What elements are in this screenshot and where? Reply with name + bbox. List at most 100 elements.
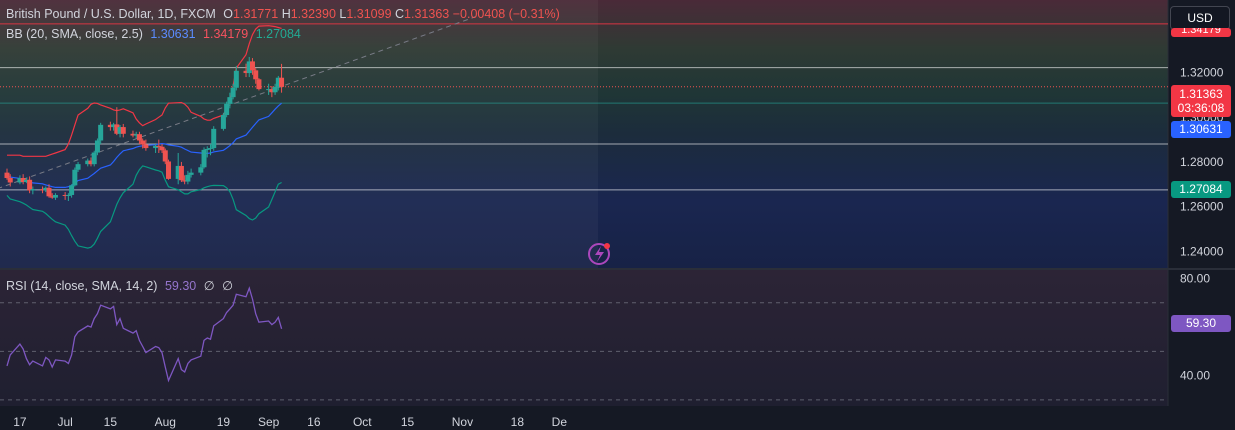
candle[interactable] [185,170,191,185]
candle[interactable] [94,138,100,156]
candle[interactable] [269,85,275,98]
candle-body [272,86,278,93]
candle[interactable] [46,184,52,198]
candle[interactable] [136,131,142,145]
bb-label[interactable]: BB (20, SMA, close, 2.5) [6,27,143,41]
candle[interactable] [249,58,255,75]
candle-body [111,124,117,128]
candle[interactable] [204,146,210,158]
candle[interactable] [256,78,262,91]
candle[interactable] [52,193,58,200]
candle[interactable] [65,193,71,201]
candle[interactable] [156,139,162,153]
candle[interactable] [75,161,81,172]
close-label: C [395,7,405,21]
lightning-alert-icon[interactable] [588,243,610,265]
candle[interactable] [272,83,278,95]
candle[interactable] [198,164,204,176]
trend-line[interactable] [0,16,476,189]
candle[interactable] [182,175,188,185]
candle[interactable] [153,144,159,153]
candle[interactable] [120,123,126,138]
candle[interactable] [162,148,168,165]
candle[interactable] [72,167,78,187]
candle[interactable] [275,75,281,91]
candle-body [98,124,104,141]
candle[interactable] [30,186,36,195]
candle[interactable] [88,157,94,167]
candle[interactable] [253,68,259,84]
candle-body [120,127,126,134]
symbol-title[interactable]: British Pound / U.S. Dollar, 1D, FXCM [6,7,216,21]
candle[interactable] [49,193,55,199]
candle[interactable] [40,186,46,194]
candle[interactable] [220,112,226,131]
rsi-line [6,286,283,383]
price-axis-tick-label: 1.26000 [1180,200,1224,214]
candle[interactable] [201,147,207,169]
candle[interactable] [27,176,33,194]
time-axis-tick-label: 19 [217,415,231,429]
candle[interactable] [85,158,91,167]
bb-upper-value: 1.34179 [203,27,249,41]
candle[interactable] [43,186,49,193]
candle[interactable] [69,184,75,198]
bb-basis-tag: 1.30631 [1171,121,1231,138]
candle[interactable] [107,121,113,131]
candle[interactable] [130,130,136,138]
candle[interactable] [7,174,13,187]
candle-body [246,61,252,74]
candle-body [23,179,29,183]
low-value: 1.31099 [346,7,392,21]
currency-button[interactable]: USD [1170,6,1230,30]
candle[interactable] [159,144,165,153]
bb-basis-value: 1.30631 [150,27,196,41]
candle[interactable] [20,174,26,185]
candle-body [256,79,262,90]
candle[interactable] [111,122,117,131]
candle[interactable] [4,168,10,180]
rsi-axis-tick-label: 80.00 [1180,272,1210,286]
candle[interactable] [140,138,146,149]
candle-body [75,164,81,170]
candle[interactable] [224,101,230,118]
candle[interactable] [279,63,285,93]
candle[interactable] [133,131,139,139]
candle[interactable] [266,83,272,95]
candle[interactable] [178,161,184,183]
candle-body [185,174,191,182]
candle[interactable] [98,122,104,145]
candle[interactable] [207,144,213,156]
time-axis-tick-label: 16 [307,415,321,429]
candle[interactable] [143,139,149,151]
candle[interactable] [114,107,120,136]
candle[interactable] [233,65,239,91]
time-axis-tick-label: 17 [13,415,27,429]
candle[interactable] [246,56,252,78]
candle-body [140,140,146,145]
candle[interactable] [175,152,181,185]
rsi-pane-background [0,270,1168,406]
candle-body [182,180,188,182]
candle[interactable] [117,125,123,138]
candle-body [49,196,55,198]
candle[interactable] [211,126,217,151]
candle[interactable] [23,177,29,184]
candle[interactable] [230,83,236,100]
candle-body [72,169,78,186]
candle[interactable] [62,192,68,200]
candle[interactable] [17,175,23,185]
rsi-value: 59.30 [164,279,197,293]
high-value: 1.32390 [290,7,336,21]
candle[interactable] [227,92,233,109]
rsi-label[interactable]: RSI (14, close, SMA, 14, 2) [6,279,158,293]
candle-body [52,194,58,198]
candle[interactable] [91,150,97,167]
candle[interactable] [166,159,171,180]
candle[interactable] [188,168,194,178]
last-price-value: 1.31363 [1179,87,1223,101]
candle[interactable] [243,63,249,78]
candle-body [201,149,207,168]
candle-body [88,160,94,165]
